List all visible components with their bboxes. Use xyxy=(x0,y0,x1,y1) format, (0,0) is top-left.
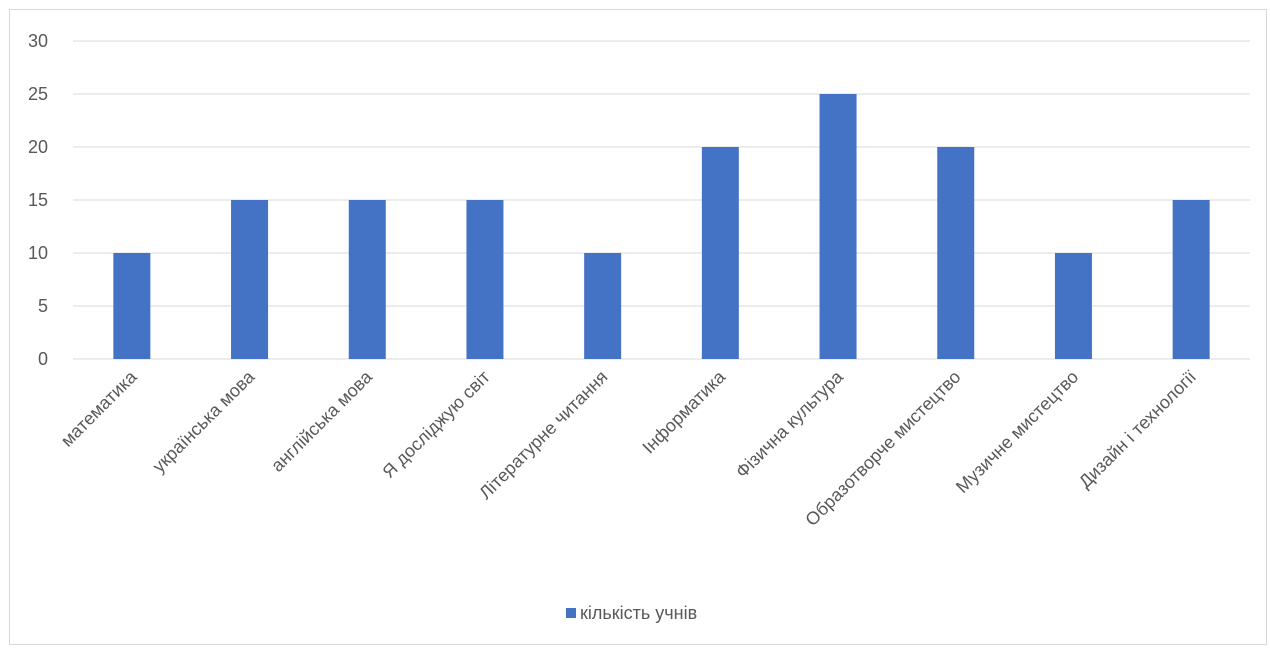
y-tick-label: 20 xyxy=(28,137,48,157)
x-category-label: Літературне читання xyxy=(475,367,611,503)
x-axis-categories: математика українська мова англійська мова… xyxy=(57,366,1200,530)
bar xyxy=(231,200,269,359)
gridlines xyxy=(73,40,1250,360)
y-tick-label: 15 xyxy=(28,190,48,210)
x-category-label: англійська мова xyxy=(267,366,377,476)
bar xyxy=(466,200,504,359)
bar xyxy=(348,200,386,359)
bar xyxy=(819,94,857,359)
bar xyxy=(584,253,622,359)
legend-swatch xyxy=(566,608,576,618)
y-tick-label: 5 xyxy=(38,296,48,316)
x-category-label: Музичне мистецтво xyxy=(952,367,1082,497)
x-category-label: Дизайн і технології xyxy=(1075,367,1200,492)
legend: кількість учнів xyxy=(566,603,697,623)
x-category-label: Інформатика xyxy=(638,366,729,457)
y-axis-ticks: 0 5 10 15 20 25 30 xyxy=(28,31,48,369)
x-category-label: українська мова xyxy=(149,366,259,476)
bar xyxy=(113,253,151,359)
bars xyxy=(113,94,1210,359)
y-tick-label: 0 xyxy=(38,349,48,369)
bar xyxy=(1172,200,1210,359)
x-category-label: Я досліджую світ xyxy=(378,367,493,482)
y-tick-label: 30 xyxy=(28,31,48,51)
x-category-label: Фізична культура xyxy=(732,366,848,482)
y-tick-label: 25 xyxy=(28,84,48,104)
legend-label: кількість учнів xyxy=(580,603,697,623)
x-category-label: математика xyxy=(57,366,142,451)
y-tick-label: 10 xyxy=(28,243,48,263)
bar xyxy=(937,147,975,359)
bar xyxy=(701,147,739,359)
bar xyxy=(1054,253,1092,359)
